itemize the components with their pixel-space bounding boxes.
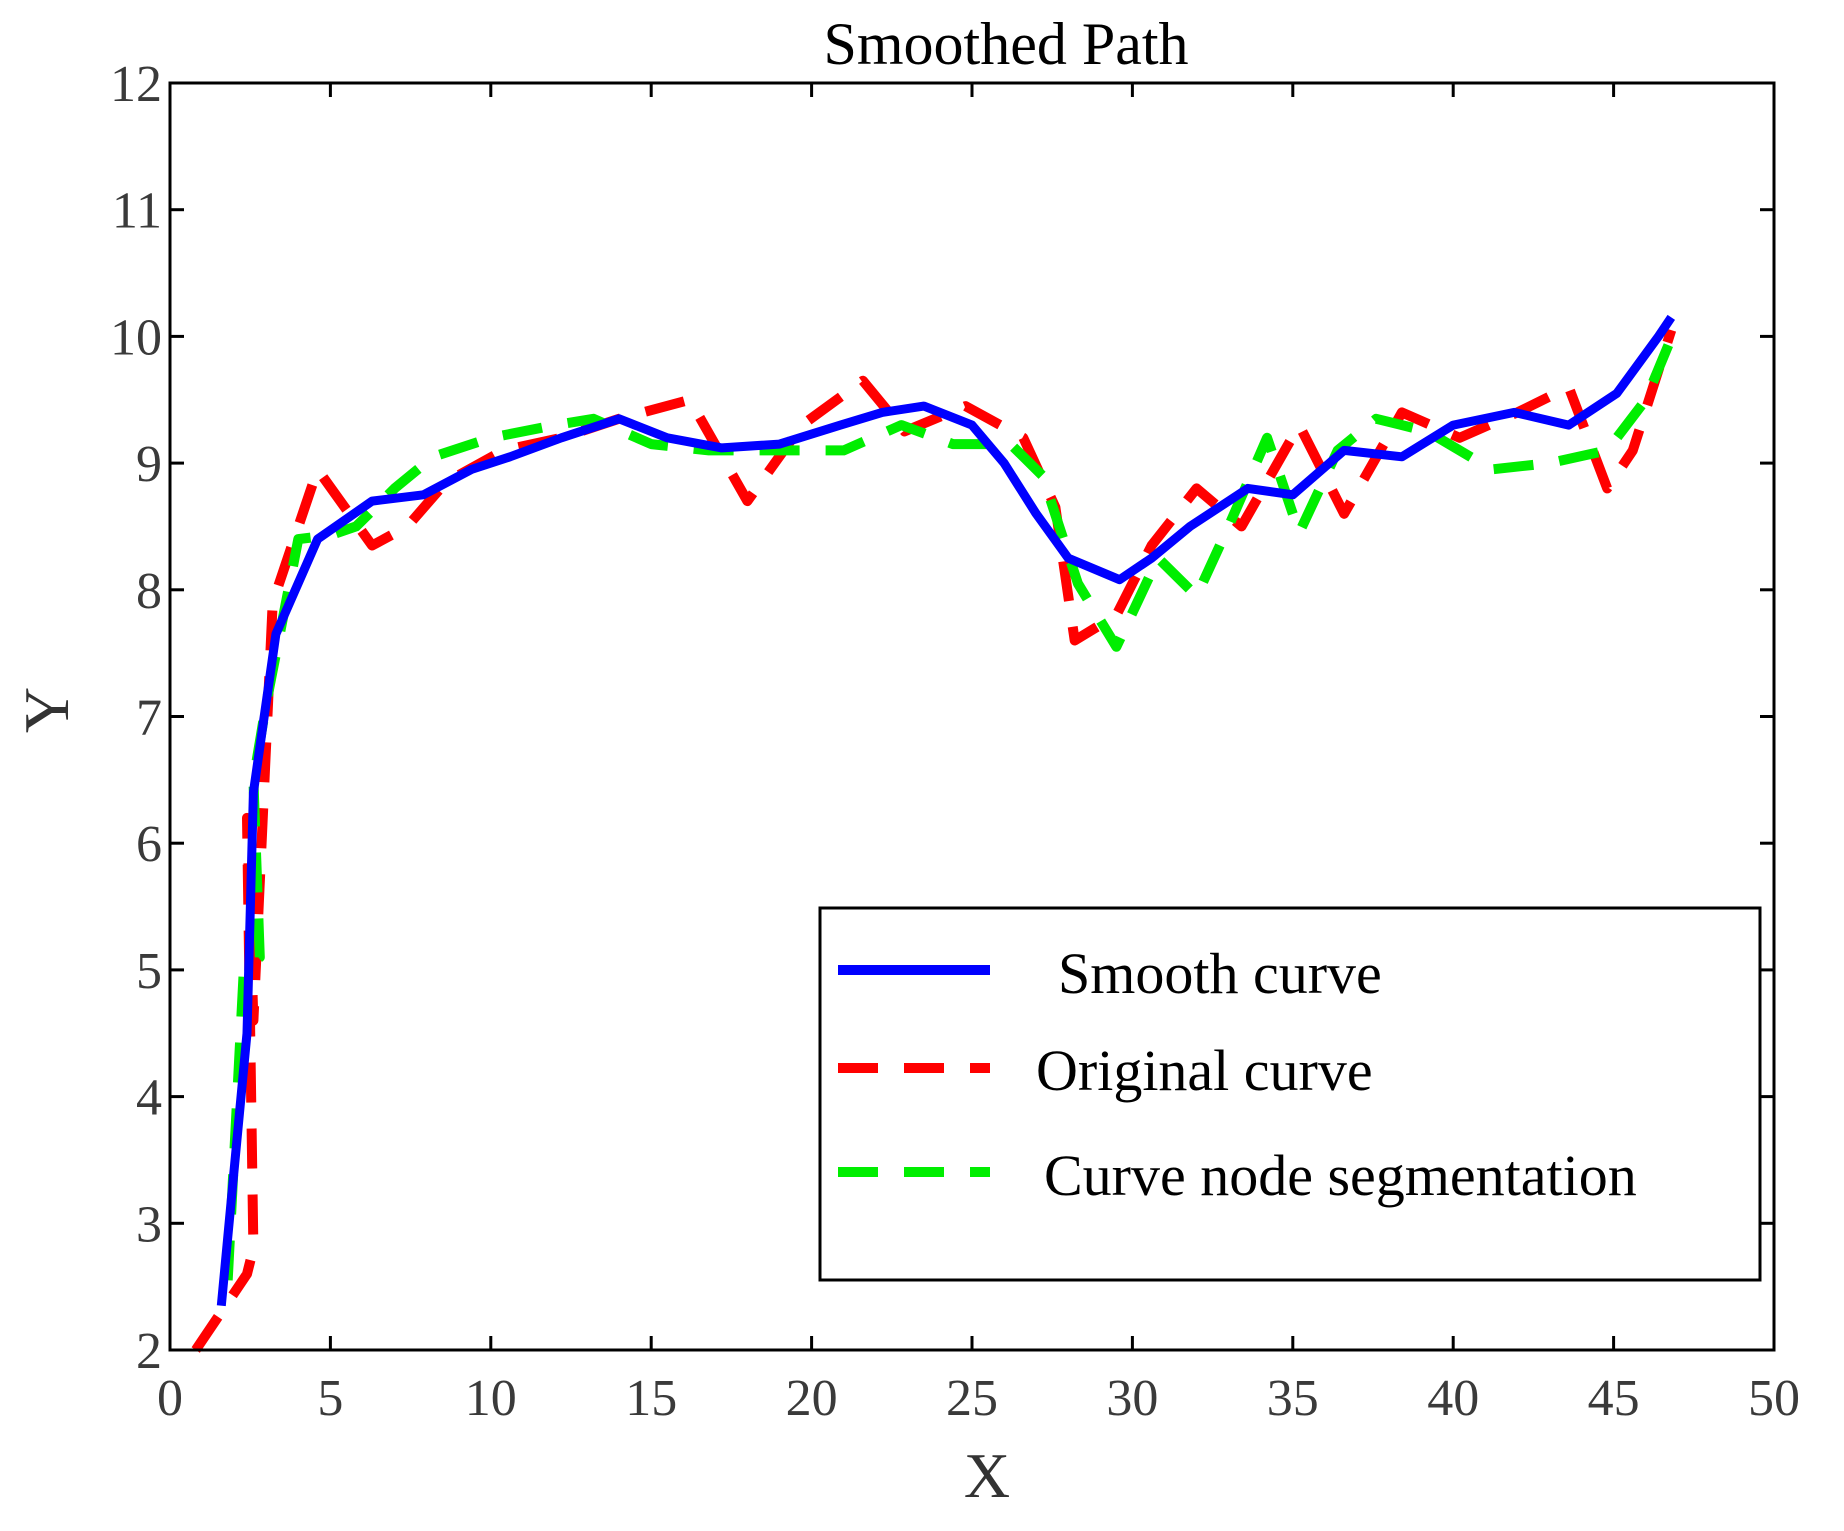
series-line-segmentation — [222, 328, 1680, 1281]
x-tick-label: 15 — [625, 1370, 677, 1427]
y-tick-label: 8 — [136, 563, 162, 620]
x-tick-label: 40 — [1427, 1370, 1479, 1427]
x-tick-label: 35 — [1267, 1370, 1319, 1427]
x-tick-label: 20 — [786, 1370, 838, 1427]
y-tick-label: 10 — [110, 309, 162, 366]
legend-label-smooth: Smooth curve — [1058, 941, 1382, 1006]
y-tick-label: 11 — [112, 183, 162, 240]
series-line-smooth — [216, 314, 1676, 1307]
chart-title: Smoothed Path — [823, 11, 1188, 77]
y-tick-label: 9 — [136, 436, 162, 493]
x-tick-label: 10 — [465, 1370, 517, 1427]
x-tick-label: 0 — [157, 1370, 183, 1427]
y-tick-label: 5 — [136, 943, 162, 1000]
x-tick-label: 50 — [1748, 1370, 1800, 1427]
x-tick-label: 5 — [317, 1370, 343, 1427]
legend: Smooth curve Original curve Curve node s… — [818, 906, 1762, 1282]
y-tick-label: 2 — [136, 1323, 162, 1380]
y-tick-label: 6 — [136, 816, 162, 873]
series-layer — [191, 314, 1680, 1353]
legend-label-segmentation: Curve node segmentation — [1044, 1143, 1637, 1208]
x-tick-label: 30 — [1106, 1370, 1158, 1427]
x-axis-title: X — [964, 1440, 1010, 1511]
x-tick-label: 45 — [1588, 1370, 1640, 1427]
y-tick-label: 7 — [136, 690, 162, 747]
legend-label-original: Original curve — [1036, 1038, 1373, 1103]
y-axis-title: Y — [11, 687, 82, 733]
y-tick-label: 4 — [136, 1070, 162, 1127]
y-tick-label: 3 — [136, 1196, 162, 1253]
x-tick-label: 25 — [946, 1370, 998, 1427]
y-tick-label: 12 — [110, 56, 162, 113]
